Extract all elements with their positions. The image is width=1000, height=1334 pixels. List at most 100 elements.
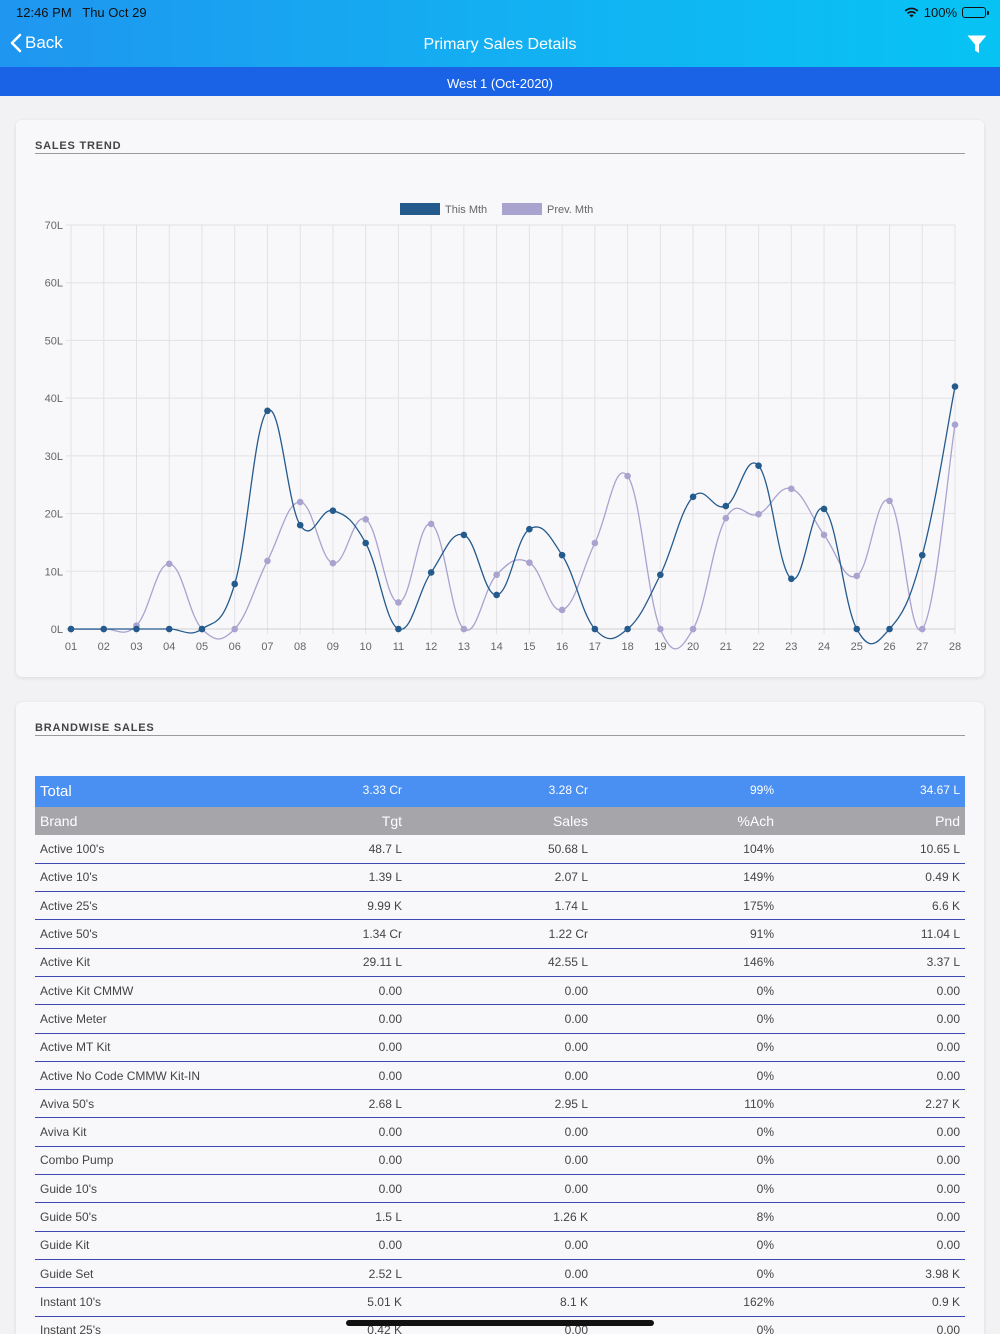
cell-pnd: 0.00: [779, 1004, 965, 1034]
data-point: [427, 569, 435, 576]
x-tick-label: 20: [687, 641, 699, 653]
data-point: [918, 551, 926, 559]
table-row[interactable]: Active 50's 1.34 Cr 1.22 Cr 91% 11.04 L: [35, 919, 965, 949]
x-tick-label: 22: [752, 641, 764, 653]
cell-ach: 0%: [593, 1033, 779, 1062]
table-row[interactable]: Active No Code CMMW Kit-IN 0.00 0.00 0% 0.00: [35, 1061, 965, 1091]
x-tick-label: 14: [491, 641, 503, 653]
data-point: [755, 462, 762, 469]
cell-pnd: 0.00: [779, 1316, 965, 1334]
back-label: Back: [25, 33, 63, 52]
cell-sales: 0.00: [407, 1259, 593, 1289]
data-point: [820, 531, 828, 539]
cell-brand: Instant 25's: [35, 1316, 221, 1334]
table-row[interactable]: Active Kit CMMW 0.00 0.00 0% 0.00: [35, 976, 965, 1006]
table-row[interactable]: Active MT Kit 0.00 0.00 0% 0.00: [35, 1033, 965, 1062]
y-tick-label: 70L: [45, 220, 63, 232]
back-button[interactable]: Back: [10, 33, 63, 53]
table-row[interactable]: Combo Pump 0.00 0.00 0% 0.00: [35, 1146, 965, 1176]
cell-ach: 162%: [593, 1287, 779, 1317]
col-header-brand[interactable]: Brand: [35, 807, 221, 835]
table-row[interactable]: Instant 10's 5.01 K 8.1 K 162% 0.9 K: [35, 1287, 965, 1317]
data-point: [558, 606, 566, 614]
sales-trend-chart: 0L 10L 20L 30L 40L 50L 60L 70L 01 02 03 04 05 06 07 08 0…: [45, 203, 961, 653]
x-tick-label: 05: [196, 641, 208, 653]
cell-pnd: 0.00: [779, 1061, 965, 1091]
data-point: [853, 572, 861, 580]
filter-button[interactable]: [967, 35, 987, 59]
data-point: [493, 591, 500, 599]
cell-pnd: 2.27 K: [779, 1089, 965, 1119]
col-header-tgt[interactable]: Tgt: [221, 807, 407, 835]
cell-ach: 0%: [593, 1259, 779, 1289]
cell-tgt: 0.00: [221, 1146, 407, 1176]
data-point: [689, 493, 697, 501]
cell-pnd: 0.00: [779, 1202, 965, 1232]
data-point: [526, 559, 533, 566]
filter-icon: [967, 35, 987, 53]
cell-brand: Guide Set: [35, 1259, 221, 1289]
data-point: [133, 625, 140, 633]
col-header-ach[interactable]: %Ach: [593, 807, 779, 835]
cell-brand: Active MT Kit: [35, 1033, 221, 1062]
legend-label: This Mth: [445, 204, 487, 216]
total-sales: 3.28 Cr: [407, 776, 593, 807]
table-row[interactable]: Active Meter 0.00 0.00 0% 0.00: [35, 1004, 965, 1034]
status-bar: 12:46 PM Thu Oct 29 100%: [0, 0, 1000, 24]
x-tick-label: 23: [785, 641, 797, 653]
col-header-sales[interactable]: Sales: [407, 807, 593, 835]
table-row[interactable]: Instant 25's 0.42 K 0.00 0% 0.00: [35, 1316, 965, 1334]
data-point: [198, 625, 206, 633]
x-tick-label: 01: [65, 641, 77, 653]
data-point: [362, 516, 369, 523]
cell-tgt: 29.11 L: [221, 948, 407, 977]
cell-brand: Guide Kit: [35, 1231, 221, 1260]
data-point: [329, 507, 337, 514]
table-row[interactable]: Guide Set 2.52 L 0.00 0% 3.98 K: [35, 1259, 965, 1289]
y-tick-label: 30L: [45, 451, 63, 463]
x-tick-label: 24: [818, 641, 830, 653]
table-row[interactable]: Guide Kit 0.00 0.00 0% 0.00: [35, 1231, 965, 1260]
cell-brand: Guide 50's: [35, 1202, 221, 1232]
data-point: [591, 539, 599, 547]
table-row[interactable]: Guide 50's 1.5 L 1.26 K 8% 0.00: [35, 1202, 965, 1232]
table-row[interactable]: Aviva 50's 2.68 L 2.95 L 110% 2.27 K: [35, 1089, 965, 1119]
app-header: 12:46 PM Thu Oct 29 100% Back Primary Sa…: [0, 0, 1000, 67]
cell-tgt: 1.5 L: [221, 1202, 407, 1232]
cell-sales: 1.26 K: [407, 1202, 593, 1232]
cell-ach: 0%: [593, 1004, 779, 1034]
table-header-row: Brand Tgt Sales %Ach Pnd: [35, 807, 965, 835]
cell-tgt: 0.00: [221, 1004, 407, 1034]
table-row[interactable]: Aviva Kit 0.00 0.00 0% 0.00: [35, 1117, 965, 1147]
cell-tgt: 48.7 L: [221, 835, 407, 864]
col-header-pnd[interactable]: Pnd: [779, 807, 965, 835]
cell-ach: 0%: [593, 976, 779, 1006]
y-tick-label: 50L: [45, 335, 63, 347]
x-tick-label: 21: [720, 641, 732, 653]
data-point: [689, 625, 697, 633]
table-row[interactable]: Active Kit 29.11 L 42.55 L 146% 3.37 L: [35, 948, 965, 977]
table-row[interactable]: Active 25's 9.99 K 1.74 L 175% 6.6 K: [35, 891, 965, 921]
cell-brand: Active 50's: [35, 919, 221, 949]
table-row[interactable]: Active 100's 48.7 L 50.68 L 104% 10.65 L: [35, 835, 965, 864]
data-point: [395, 599, 402, 606]
data-point: [264, 407, 271, 415]
clock-date: Thu Oct 29: [82, 5, 147, 20]
x-tick-label: 11: [393, 641, 404, 653]
cell-tgt: 0.00: [221, 1033, 407, 1062]
cell-brand: Active No Code CMMW Kit-IN: [35, 1061, 221, 1091]
data-point: [100, 625, 108, 633]
cell-ach: 0%: [593, 1061, 779, 1091]
cell-ach: 149%: [593, 863, 779, 893]
cell-sales: 1.74 L: [407, 891, 593, 921]
table-row[interactable]: Active 10's 1.39 L 2.07 L 149% 0.49 K: [35, 863, 965, 893]
cell-ach: 146%: [593, 948, 779, 977]
cell-ach: 0%: [593, 1174, 779, 1204]
region-subheader: West 1 (Oct-2020): [0, 67, 1000, 96]
brandwise-sales-card: BRANDWISE SALES Total 3.33 Cr 3.28 Cr 99…: [16, 702, 984, 1334]
table-row[interactable]: Guide 10's 0.00 0.00 0% 0.00: [35, 1174, 965, 1204]
y-tick-label: 20L: [45, 509, 63, 521]
data-point: [624, 472, 631, 480]
data-point: [787, 575, 795, 583]
data-point: [329, 559, 337, 567]
